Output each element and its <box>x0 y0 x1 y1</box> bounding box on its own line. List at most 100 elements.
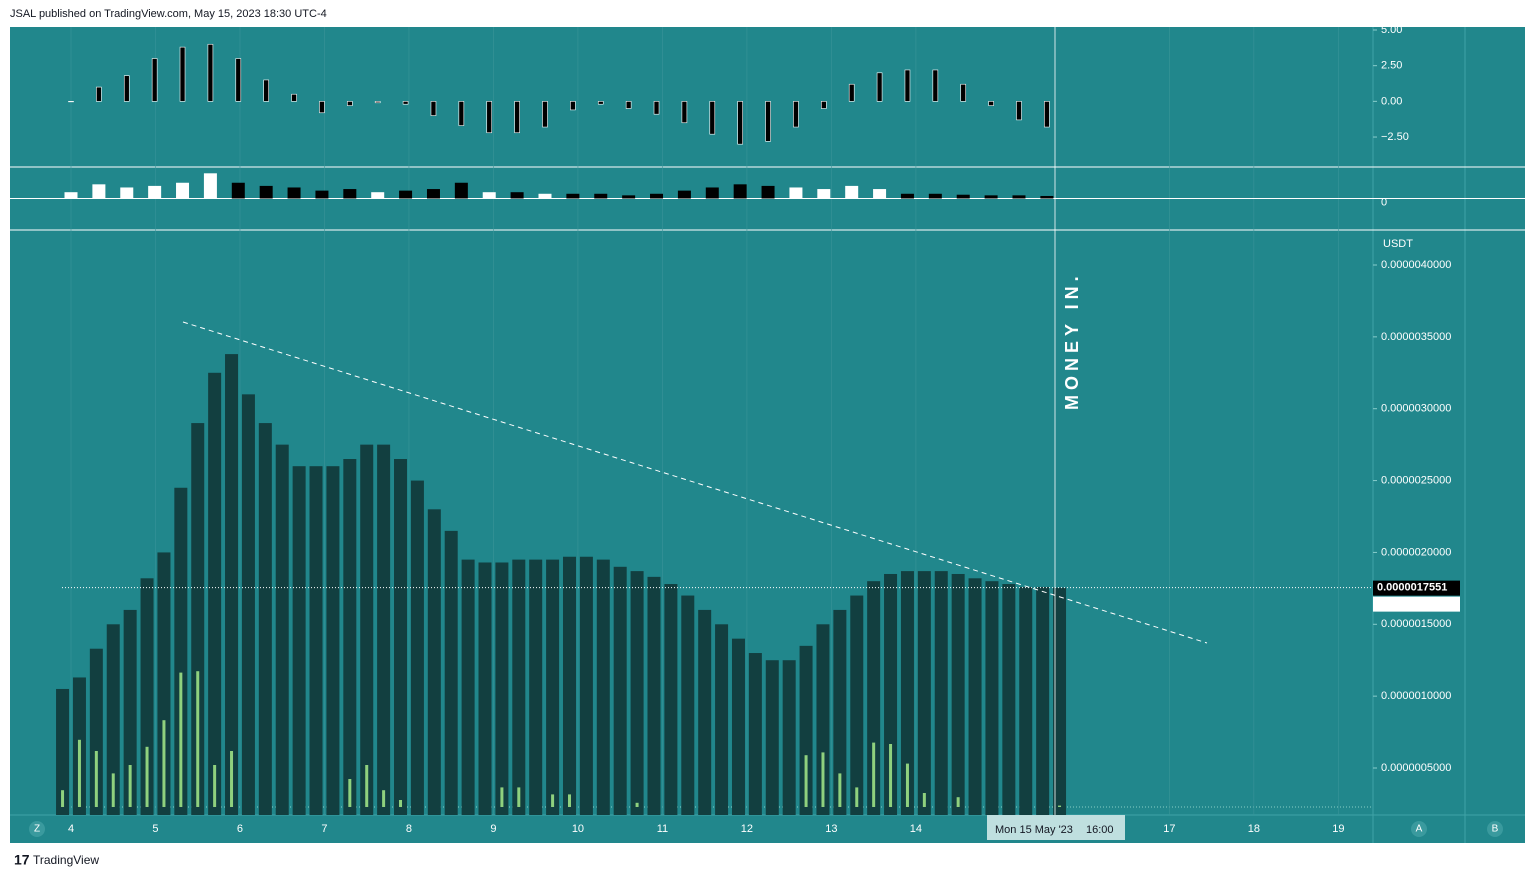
x-tick-label: 12 <box>741 823 753 835</box>
x-tick-label: 10 <box>572 823 584 835</box>
logo-mark: 17 <box>14 852 30 868</box>
button[interactable] <box>1411 821 1427 837</box>
bar <box>968 578 982 815</box>
bar <box>326 466 340 815</box>
x-tick-label: 11 <box>657 823 668 835</box>
bar <box>630 571 644 815</box>
bar <box>731 638 745 815</box>
bar <box>748 653 762 815</box>
button[interactable] <box>1487 821 1503 837</box>
bar <box>292 466 306 815</box>
button-label[interactable]: B <box>1492 824 1499 835</box>
volume-bar <box>567 794 571 807</box>
y-tick-label: 0.0000005000 <box>1381 762 1451 774</box>
volume-bar <box>365 765 369 807</box>
bar <box>394 459 408 815</box>
bar <box>241 394 255 815</box>
volume-bar <box>956 797 960 807</box>
bar <box>793 101 799 128</box>
bar <box>1036 586 1050 815</box>
bar <box>613 566 627 815</box>
crosshair-time: 16:00 <box>1086 824 1114 836</box>
bar <box>733 184 747 199</box>
panes: 0.0000040000 0.0000035000 0.0000030000 0.00… <box>10 24 1525 835</box>
button-label[interactable]: Z <box>34 824 40 835</box>
crosshair-time-box <box>987 815 1125 840</box>
volume-bar <box>230 751 234 807</box>
bar <box>1016 101 1022 121</box>
y-tick-label: −2.50 <box>1381 131 1409 143</box>
bar <box>845 185 859 199</box>
bar <box>529 559 543 815</box>
bar <box>291 93 297 102</box>
bar <box>157 552 171 815</box>
volume-bar <box>872 742 876 807</box>
bar <box>309 466 323 815</box>
annotation: MONEY IN. <box>1062 271 1082 410</box>
bar <box>120 187 134 199</box>
bar <box>625 101 632 109</box>
volume-bar <box>551 794 555 807</box>
bar <box>677 190 691 199</box>
bar <box>454 182 468 199</box>
bar <box>315 190 329 199</box>
bar <box>148 185 162 199</box>
bar <box>430 101 437 116</box>
bar <box>444 530 458 815</box>
bar <box>653 101 660 115</box>
bar <box>873 189 887 199</box>
x-tick-label: 8 <box>406 823 412 835</box>
bar <box>68 101 74 103</box>
bar <box>275 444 289 815</box>
volume-bar <box>128 765 132 807</box>
bar <box>956 194 970 199</box>
bar <box>821 101 827 109</box>
bar <box>377 444 391 815</box>
bar <box>876 72 883 102</box>
volume-bar <box>889 744 893 807</box>
bar <box>258 423 272 815</box>
bar <box>319 101 325 114</box>
volume-bar <box>61 790 65 807</box>
crosshair-date: Mon 15 May '23 <box>995 824 1073 836</box>
bar <box>542 101 548 128</box>
bar <box>287 187 301 199</box>
bar <box>985 581 999 815</box>
volume-bar <box>399 800 403 807</box>
bar <box>934 571 948 815</box>
x-tick-label: 6 <box>237 823 243 835</box>
volume-bar <box>196 671 200 807</box>
y-tick-label: 0.0000030000 <box>1381 403 1451 415</box>
button[interactable] <box>29 821 45 837</box>
x-tick-label: 5 <box>152 823 158 835</box>
y-tick-label: 0 <box>1381 196 1387 208</box>
bar <box>709 101 716 135</box>
bar <box>174 487 188 815</box>
bar <box>179 46 186 102</box>
bar <box>737 101 743 145</box>
bar <box>650 193 664 199</box>
bar <box>988 101 994 106</box>
volume-bar <box>382 790 386 807</box>
bar <box>715 624 729 815</box>
bar <box>900 571 914 815</box>
bar <box>510 192 524 199</box>
button-label[interactable]: A <box>1416 824 1423 835</box>
bar <box>594 193 608 199</box>
bar <box>789 187 803 199</box>
volume-bar <box>804 755 808 807</box>
bar <box>799 645 813 815</box>
bar <box>410 480 424 815</box>
bar <box>427 509 441 815</box>
x-tick-label: 4 <box>68 823 74 835</box>
bar <box>765 660 779 815</box>
last-price-label: 0.0000017551 <box>1377 582 1447 594</box>
bar <box>817 189 831 199</box>
bar <box>151 58 158 102</box>
volume-bar <box>162 720 166 807</box>
bar <box>478 562 492 815</box>
bar <box>698 609 712 815</box>
bar <box>681 101 688 124</box>
x-tick-label: 18 <box>1248 823 1260 835</box>
